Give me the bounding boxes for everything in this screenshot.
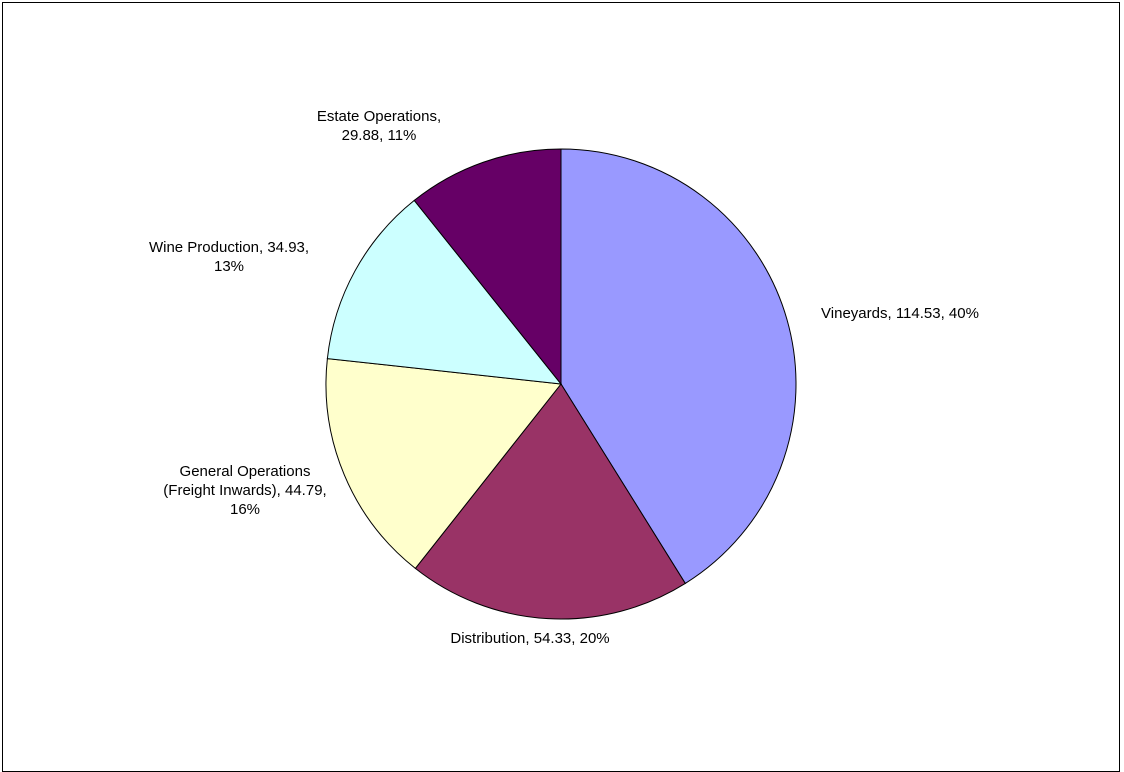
data-label-line: (Freight Inwards), 44.79,	[163, 482, 326, 499]
slice-estate-operations	[413, 148, 562, 386]
data-label-wine-production: Wine Production, 34.93, 13%	[149, 239, 309, 275]
data-label-line: Estate Operations,	[317, 108, 441, 125]
data-label-general-operations-freight-inwards: General Operations (Freight Inwards), 44.…	[163, 463, 326, 518]
slice-wine-production	[326, 199, 563, 385]
pie-chart: Vineyards, 114.53, 40% Distribution, 54.3…	[149, 108, 979, 647]
slice-distribution	[414, 383, 686, 620]
data-label-line: Distribution, 54.33, 20%	[450, 630, 609, 647]
data-label-line: General Operations	[180, 463, 311, 480]
data-label-estate-operations: Estate Operations, 29.88, 11%	[317, 108, 441, 144]
slice-vineyards	[560, 148, 797, 585]
data-label-vineyards: Vineyards, 114.53, 40%	[821, 305, 979, 322]
data-label-line: Wine Production, 34.93,	[149, 239, 309, 256]
data-label-distribution: Distribution, 54.33, 20%	[450, 630, 609, 647]
data-label-line: 13%	[214, 258, 244, 275]
slice-general-operations-freight-inwards	[325, 358, 562, 570]
data-label-line: 29.88, 11%	[342, 127, 417, 144]
data-label-line: Vineyards, 114.53, 40%	[821, 305, 979, 322]
data-label-line: 16%	[230, 501, 260, 518]
